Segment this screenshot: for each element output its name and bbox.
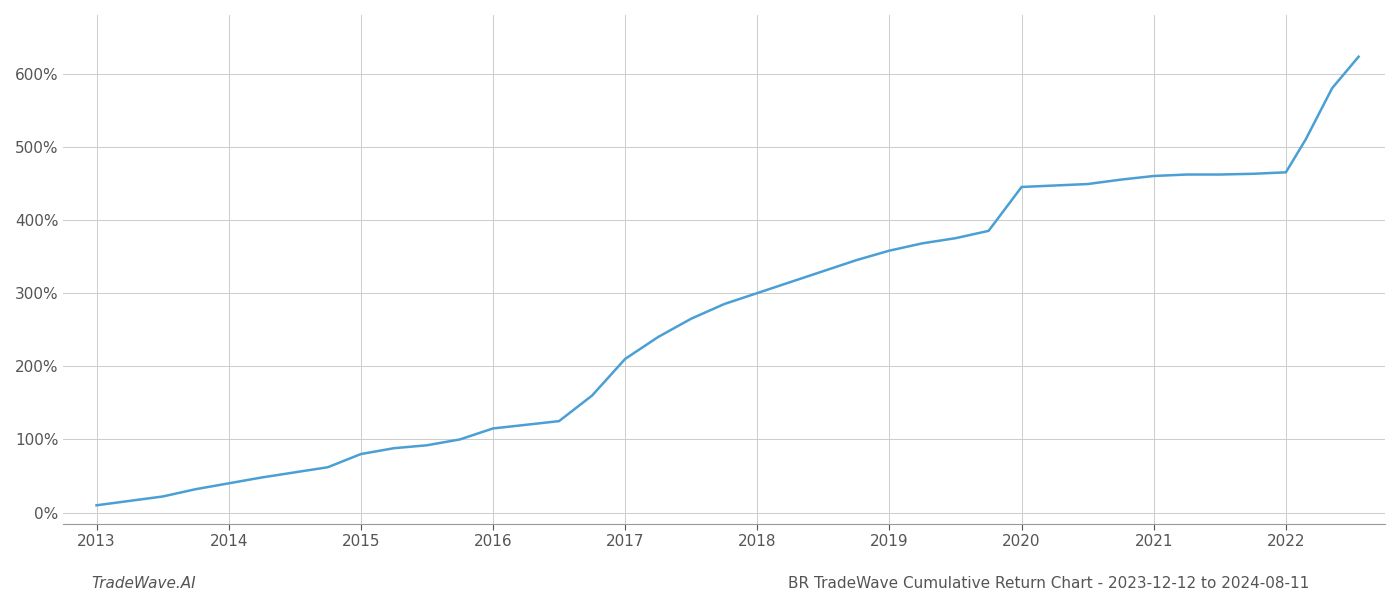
Text: TradeWave.AI: TradeWave.AI	[91, 576, 196, 591]
Text: BR TradeWave Cumulative Return Chart - 2023-12-12 to 2024-08-11: BR TradeWave Cumulative Return Chart - 2…	[788, 576, 1309, 591]
